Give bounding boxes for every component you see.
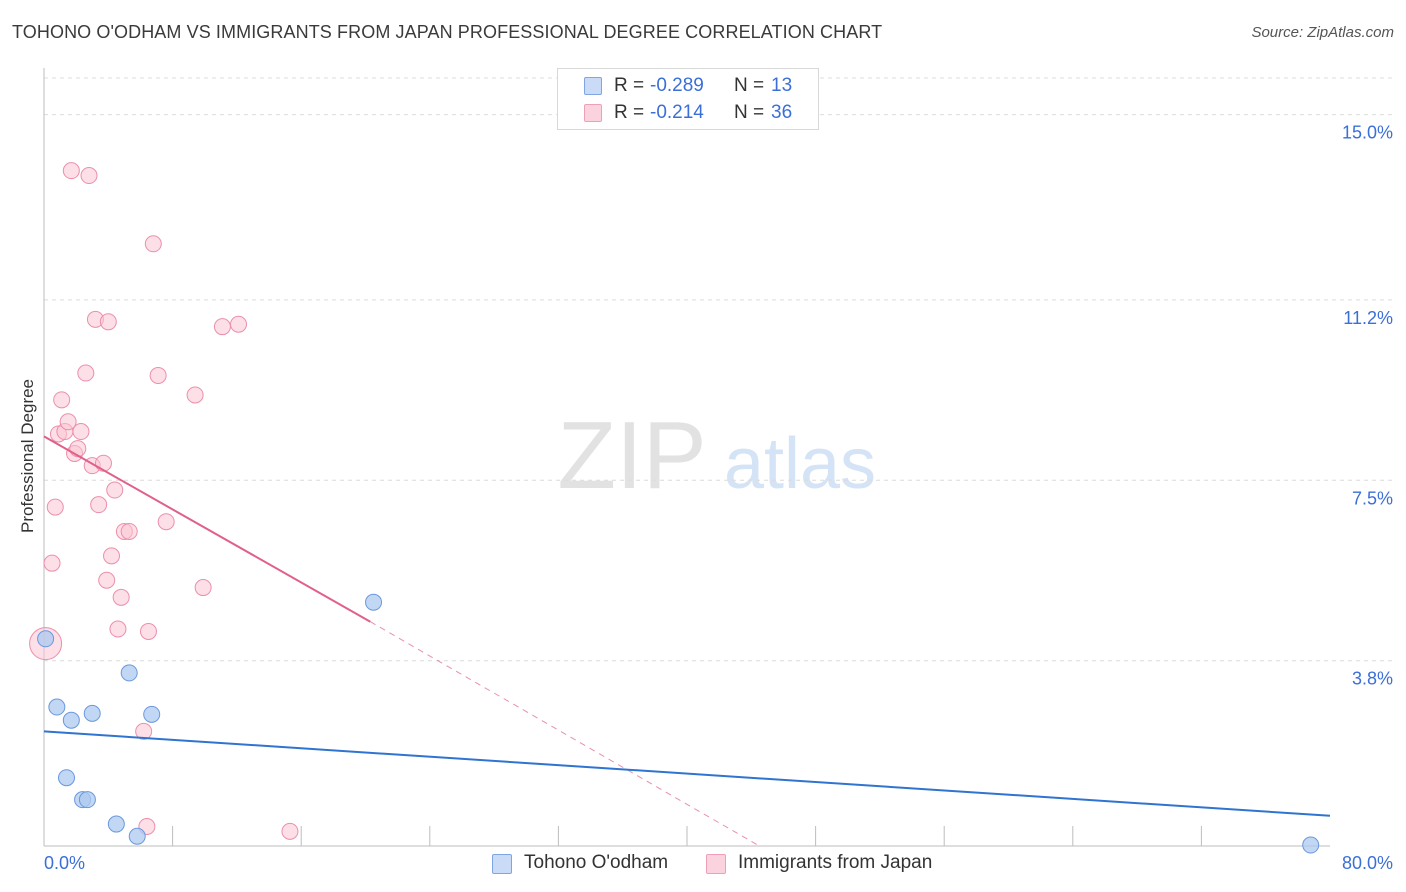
japan-point <box>98 571 116 589</box>
japan-point <box>281 822 299 840</box>
tohono-trend-line <box>43 730 1331 817</box>
legend-item-label: Immigrants from Japan <box>738 852 933 873</box>
y-tick-label: 3.8% <box>1352 669 1393 689</box>
japan-point <box>46 498 64 516</box>
tohono-point <box>365 593 383 611</box>
japan-point <box>120 522 138 540</box>
japan-point <box>80 167 98 185</box>
y-tick-label: 11.2% <box>1343 308 1393 328</box>
legend-item-label: Tohono O'odham <box>524 852 669 873</box>
tohono-point <box>143 705 161 723</box>
japan-point <box>53 391 71 409</box>
x-tick-label: 0.0% <box>44 853 85 873</box>
tohono-point <box>62 711 80 729</box>
japan-point <box>99 313 117 331</box>
tohono-swatch <box>584 77 602 95</box>
x-tick-label: 80.0% <box>1342 853 1393 873</box>
japan-point <box>103 547 121 565</box>
japan-point <box>144 235 162 253</box>
japan-trend-extension <box>370 621 760 847</box>
tohono-point <box>58 769 76 787</box>
japan-point <box>109 620 127 638</box>
legend-r-value: -0.214 <box>650 102 704 123</box>
watermark-atlas: atlas <box>724 424 876 504</box>
japan-swatch <box>584 104 602 122</box>
japan-point <box>135 722 153 740</box>
tohono-point <box>37 630 55 648</box>
japan-point <box>230 315 248 333</box>
japan-point <box>186 386 204 404</box>
japan-point <box>59 413 77 431</box>
japan-point <box>94 454 112 472</box>
japan-point <box>72 423 90 441</box>
chart-source: Source: ZipAtlas.com <box>1251 24 1394 41</box>
tohono-point <box>1302 836 1320 854</box>
tohono-point <box>120 664 138 682</box>
japan-point <box>112 588 130 606</box>
tohono-point <box>48 698 66 716</box>
legend-r-value: -0.289 <box>650 75 704 96</box>
japan-point <box>106 481 124 499</box>
series-legend: Tohono O'odham Immigrants from Japan <box>0 851 1406 877</box>
legend-r-label: R = <box>614 102 645 123</box>
japan-point <box>69 440 87 458</box>
japan-point <box>77 364 95 382</box>
stats-legend: R = -0.289 N = 13 R = -0.214 N = 36 <box>557 68 819 130</box>
legend-n-value: 36 <box>771 102 793 123</box>
japan-point <box>139 622 157 640</box>
legend-row-tohono: R = -0.289 N = 13 <box>558 73 818 99</box>
y-tick-label: 15.0% <box>1342 123 1393 143</box>
japan-swatch <box>706 854 726 874</box>
japan-point <box>194 579 212 597</box>
legend-r-label: R = <box>614 75 645 96</box>
tohono-point <box>107 815 125 833</box>
tohono-point <box>78 791 96 809</box>
japan-point <box>62 162 80 180</box>
legend-n-label: N = <box>734 75 765 96</box>
japan-point <box>43 554 61 572</box>
tohono-swatch <box>492 854 512 874</box>
legend-row-japan: R = -0.214 N = 36 <box>558 100 818 126</box>
tohono-point <box>83 704 101 722</box>
legend-n-label: N = <box>734 102 765 123</box>
japan-point <box>90 496 108 514</box>
japan-point <box>157 513 175 531</box>
y-tick-label: 7.5% <box>1352 488 1393 508</box>
chart-title: TOHONO O'ODHAM VS IMMIGRANTS FROM JAPAN … <box>12 22 883 42</box>
japan-point <box>149 366 167 384</box>
legend-n-value: 13 <box>771 75 793 96</box>
japan-trend-line <box>43 435 371 623</box>
japan-point <box>213 318 231 336</box>
tohono-point <box>128 827 146 845</box>
watermark-zip: ZIP <box>557 402 706 509</box>
